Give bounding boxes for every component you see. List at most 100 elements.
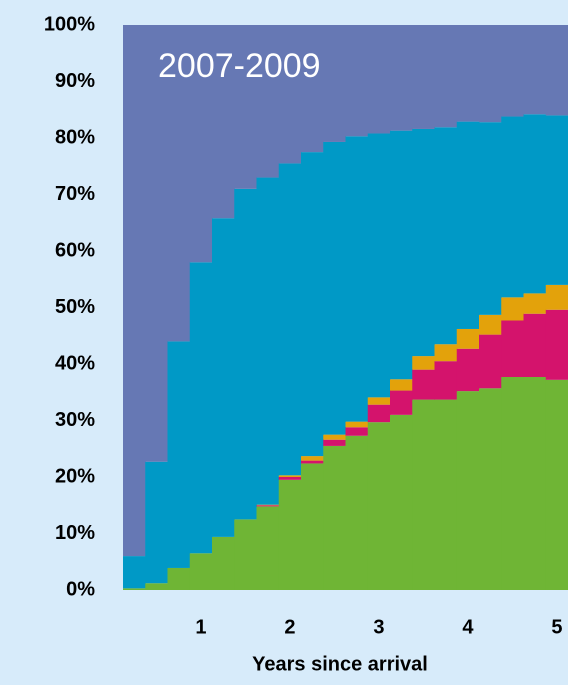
area-step	[523, 25, 547, 115]
area-step	[501, 376, 525, 590]
area-step	[479, 25, 502, 123]
annotation: 2007-2009	[158, 47, 321, 85]
area-step	[434, 127, 458, 345]
area-step	[256, 505, 280, 507]
area-step	[412, 25, 436, 129]
y-tick-label: 10%	[55, 522, 95, 544]
area-step	[323, 439, 347, 446]
area-step	[189, 25, 213, 263]
area-step	[189, 553, 213, 590]
y-tick-label: 80%	[55, 126, 95, 148]
area-step	[456, 121, 480, 329]
area-step	[256, 504, 280, 506]
area-step	[323, 141, 347, 435]
area-step	[390, 414, 413, 590]
area-step	[145, 583, 169, 590]
area-step	[367, 397, 391, 405]
area-step	[412, 399, 436, 590]
x-tick-label: 3	[373, 616, 384, 638]
area-step	[412, 356, 436, 370]
area-step	[278, 475, 302, 477]
area-step	[501, 116, 525, 298]
y-tick-label: 70%	[55, 183, 95, 205]
area-step	[212, 536, 235, 590]
area-step	[412, 369, 436, 400]
x-tick-label: 2	[284, 616, 295, 638]
area-step	[412, 128, 436, 357]
area-step	[123, 25, 146, 557]
y-tick-label: 40%	[55, 352, 95, 374]
area-step	[434, 361, 458, 400]
area-step	[545, 309, 568, 380]
area-step	[278, 479, 302, 590]
area-step	[212, 25, 235, 219]
area-step	[545, 379, 568, 590]
area-step	[390, 25, 413, 131]
area-step	[367, 133, 391, 398]
x-tick-label: 1	[195, 616, 206, 638]
area-step	[367, 25, 391, 134]
area-step	[234, 519, 258, 590]
area-step	[234, 25, 258, 189]
area-step	[501, 320, 525, 377]
area-step	[278, 163, 302, 476]
area-step	[345, 25, 369, 137]
area-step	[434, 399, 458, 590]
x-tick-label: 4	[462, 616, 474, 638]
area-step	[145, 461, 169, 584]
area-step	[456, 348, 480, 392]
area-step	[256, 177, 280, 505]
area-step	[301, 152, 324, 457]
area-step	[278, 477, 302, 480]
y-tick-label: 90%	[55, 70, 95, 92]
y-tick-label: 60%	[55, 239, 95, 261]
area-step	[523, 114, 547, 294]
area-step	[189, 262, 213, 554]
area-step	[434, 344, 458, 362]
area-step	[390, 390, 413, 415]
x-axis-label: Years since arrival	[252, 653, 428, 675]
area-step	[545, 115, 568, 285]
area-step	[501, 297, 525, 321]
area-step	[479, 388, 502, 590]
y-tick-label: 30%	[55, 409, 95, 431]
area-step	[345, 435, 369, 590]
area-step	[301, 463, 324, 590]
area-step	[434, 25, 458, 128]
area-step	[390, 130, 413, 380]
area-step	[523, 376, 547, 590]
area-step	[323, 445, 347, 590]
area-step	[278, 25, 302, 164]
area-step	[345, 136, 369, 422]
area-step	[323, 25, 347, 142]
area-step	[323, 434, 347, 440]
area-step	[167, 341, 191, 568]
area-step	[479, 314, 502, 335]
x-tick-label: 5	[551, 616, 562, 638]
area-step	[367, 404, 391, 423]
area-step	[301, 460, 324, 464]
area-step	[345, 421, 369, 428]
area-step	[545, 284, 568, 310]
area-step	[301, 456, 324, 461]
y-tick-label: 100%	[44, 13, 95, 35]
area-step	[479, 334, 502, 389]
area-step	[545, 25, 568, 116]
area-step	[145, 25, 169, 462]
area-step	[256, 25, 280, 178]
area-step	[456, 328, 480, 349]
area-step	[167, 567, 191, 590]
area-step	[456, 391, 480, 590]
area-step	[523, 313, 547, 377]
area-step	[390, 379, 413, 391]
area-step	[479, 122, 502, 315]
area-step	[123, 556, 146, 589]
area-step	[501, 25, 525, 117]
area-step	[367, 422, 391, 590]
area-step	[301, 25, 324, 153]
y-tick-label: 50%	[55, 296, 95, 318]
area-step	[234, 188, 258, 520]
area-step	[167, 25, 191, 342]
area-step	[212, 218, 235, 537]
